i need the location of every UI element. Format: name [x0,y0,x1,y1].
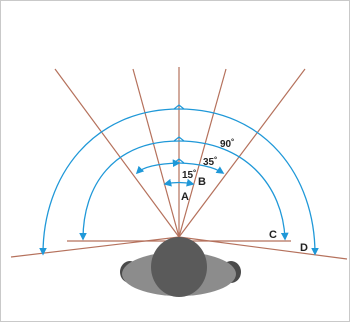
sight-line-right-outer [178,68,306,238]
arc-15-degrees [163,178,195,187]
sight-line-right-mid [178,68,227,238]
center-tick-140 [173,136,185,142]
angle-labels: 15˚ 35˚ 90˚ A B C D [181,138,308,254]
arc-35-degrees-left [135,159,181,175]
label-15-degrees: 15˚ [182,169,196,181]
arc-35-degrees-right [178,162,225,174]
center-tick-162 [173,158,185,164]
sight-line-left-mid [132,68,180,238]
angle-arcs [39,104,319,256]
label-b: B [198,176,206,188]
label-90-degrees: 90˚ [220,138,234,150]
head-icon [120,237,241,297]
label-a: A [181,191,189,203]
label-d: D [300,242,308,254]
label-35-degrees: 35˚ [203,156,217,168]
arc-90-degrees [79,140,289,241]
sight-line-left-outer [54,68,180,238]
head-crown [151,237,207,297]
center-tick-108 [173,104,185,110]
label-c: C [269,229,277,241]
arc-outer [39,108,319,256]
